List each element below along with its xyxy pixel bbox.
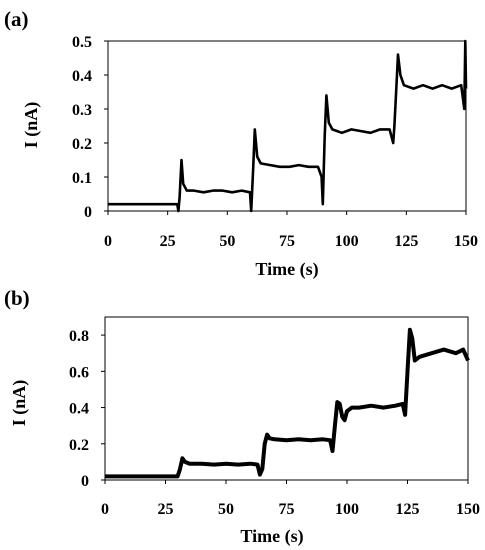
x-tick-label: 75: [279, 233, 295, 250]
y-tick-label: 0.2: [72, 136, 92, 153]
panel-a-plot-frame: [107, 40, 467, 212]
x-tick-label: 50: [218, 501, 234, 518]
panel-a-x-ticks: 0 25 50 75 100 125 150: [104, 211, 478, 250]
panel-b-y-ticks: 0 0.2 0.4 0.6 0.8: [69, 328, 105, 490]
y-tick-label: 0.3: [72, 102, 92, 119]
panel-b-label: (b): [4, 286, 30, 310]
x-tick-label: 150: [454, 233, 478, 250]
y-tick-label: 0.4: [72, 68, 92, 85]
panel-b-ylabel: I (nA): [9, 380, 30, 427]
panel-a-label: (a): [4, 7, 29, 31]
y-tick-label: 0.8: [69, 328, 89, 345]
x-tick-label: 125: [396, 501, 420, 518]
y-tick-label: 0.5: [72, 34, 92, 51]
panel-b-x-ticks: 0 25 50 75 100 125 150: [101, 480, 480, 518]
x-tick-label: 125: [394, 233, 418, 250]
x-tick-label: 100: [335, 501, 359, 518]
y-tick-label: 0.1: [72, 170, 92, 187]
panel-a-xlabel: Time (s): [255, 259, 318, 280]
x-tick-label: 75: [279, 501, 295, 518]
y-tick-label: 0: [84, 204, 92, 221]
x-tick-label: 25: [158, 501, 174, 518]
panel-a: (a) I (nA) Time (s) 0 25 50 75 100 125 150 0 0.…: [4, 7, 478, 280]
y-tick-label: 0: [81, 473, 89, 490]
panel-b-series-line: [105, 327, 470, 479]
panel-b: (b) I (nA) Time (s) 0 25 50 75 100 125 150 0 0.…: [4, 286, 480, 547]
panel-b-xlabel: Time (s): [240, 526, 303, 547]
x-tick-label: 0: [104, 233, 112, 250]
x-tick-label: 0: [101, 501, 109, 518]
panel-a-y-ticks: 0 0.1 0.2 0.3 0.4 0.5: [72, 34, 108, 221]
y-tick-label: 0.4: [69, 401, 89, 418]
x-tick-label: 25: [160, 233, 176, 250]
x-tick-label: 50: [219, 233, 235, 250]
y-tick-label: 0.6: [69, 364, 89, 381]
y-tick-label: 0.2: [69, 437, 89, 454]
panel-a-ylabel: I (nA): [21, 102, 42, 149]
panel-a-series-line: [108, 39, 468, 213]
x-tick-label: 150: [456, 501, 480, 518]
x-tick-label: 100: [335, 233, 359, 250]
